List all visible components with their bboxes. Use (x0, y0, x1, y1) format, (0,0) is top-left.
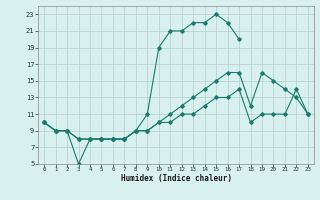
X-axis label: Humidex (Indice chaleur): Humidex (Indice chaleur) (121, 174, 231, 183)
